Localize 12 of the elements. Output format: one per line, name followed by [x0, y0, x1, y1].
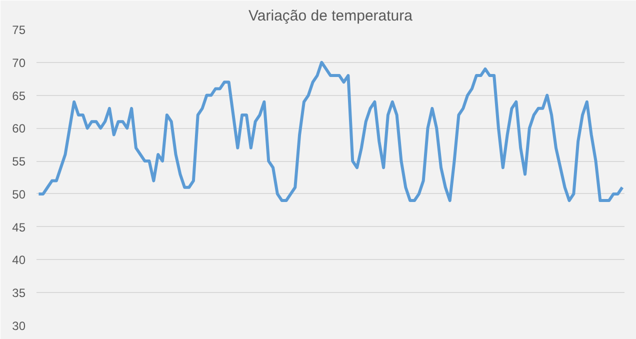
- line-series: [37, 60, 624, 202]
- y-tick-label: 50: [12, 187, 26, 202]
- y-tick-label: 40: [12, 253, 26, 268]
- y-tick-label: 55: [12, 154, 26, 169]
- y-tick-label: 75: [12, 23, 26, 37]
- y-tick-label: 45: [12, 220, 26, 234]
- y-tick-label: 60: [12, 122, 26, 136]
- y-tick-label: 70: [12, 56, 26, 70]
- y-tick-label: 30: [12, 319, 26, 333]
- y-tick-label: 65: [12, 88, 26, 103]
- chart-title: Variação de temperatura: [248, 8, 414, 24]
- y-tick-label: 35: [12, 286, 26, 300]
